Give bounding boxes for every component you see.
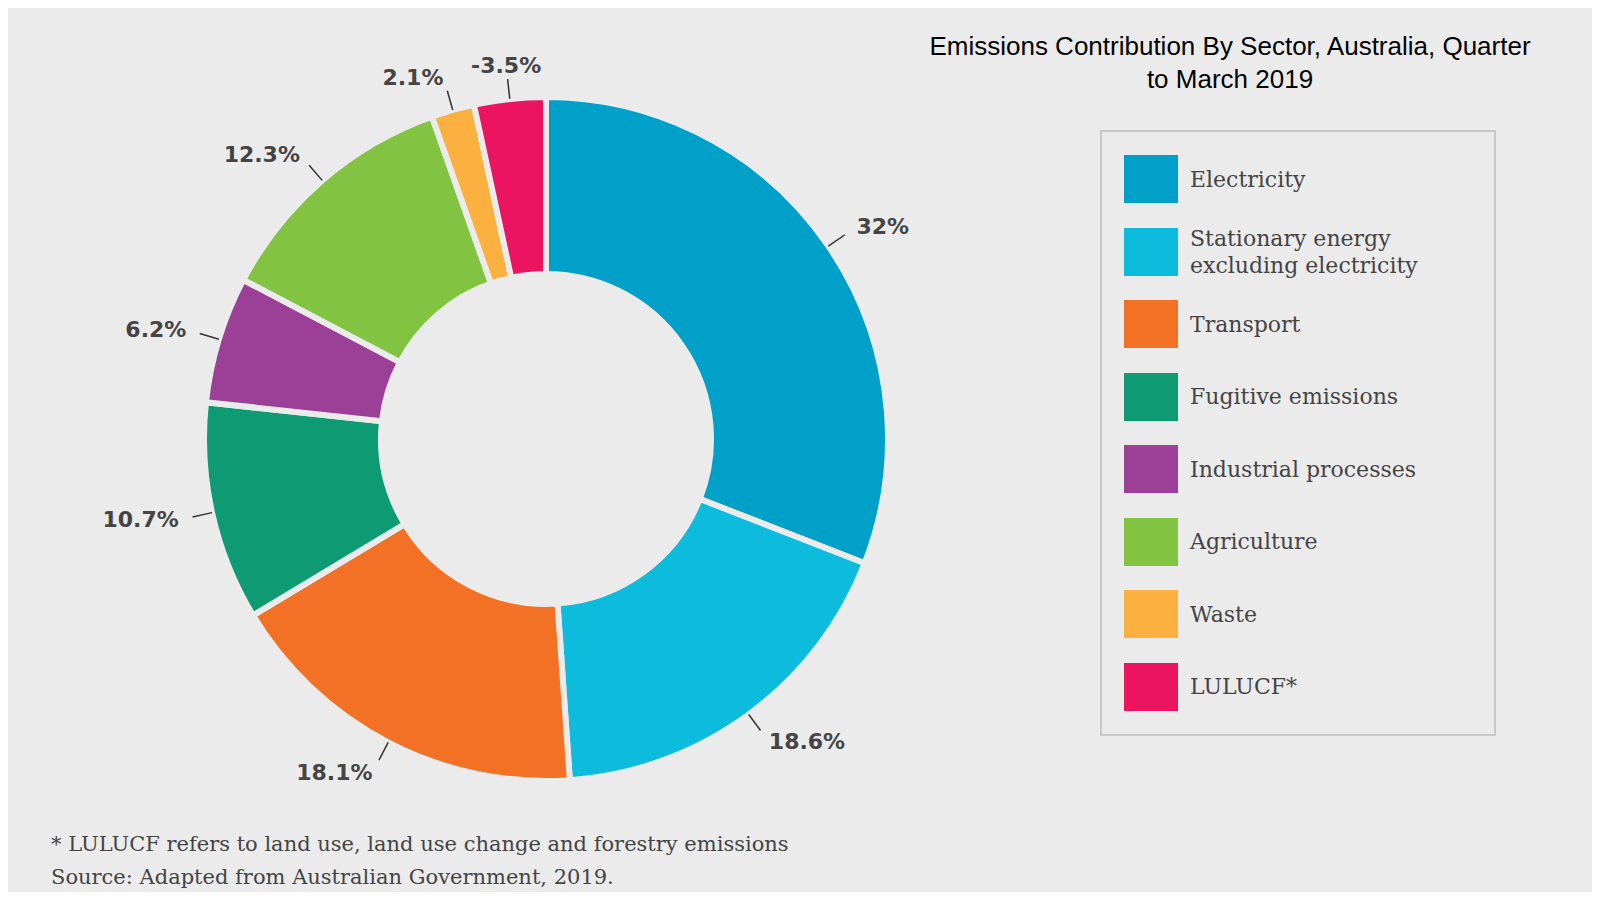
html-text:Fugitive emissions: Fugitive emissions xyxy=(1190,384,1399,409)
html-text:Stationary energy excluding el: Stationary energy excluding electricity xyxy=(1190,225,1418,278)
html-text:Emissions Contribution By Sect: Emissions Contribution By Sector, Austra… xyxy=(929,31,1531,94)
svg-text:-3.5%: -3.5% xyxy=(471,53,541,78)
svg-text:18.1%: 18.1% xyxy=(296,760,372,785)
html-text:* LULUCF refers to land use, l: * LULUCF refers to land use, land use ch… xyxy=(51,832,789,856)
svg-text:12.3%: 12.3% xyxy=(224,142,300,167)
html-text:Electricity: Electricity xyxy=(1190,166,1306,192)
svg-text:10.7%: 10.7% xyxy=(102,507,178,532)
html-text:Transport: Transport xyxy=(1190,311,1301,337)
html-text:Waste: Waste xyxy=(1190,601,1257,627)
svg-text:6.2%: 6.2% xyxy=(125,317,186,342)
html-text:LULUCF*: LULUCF* xyxy=(1190,674,1297,699)
html-text:Agriculture: Agriculture xyxy=(1190,529,1318,554)
svg-text:18.6%: 18.6% xyxy=(769,729,845,754)
svg-text:32%: 32% xyxy=(856,214,909,239)
svg-text:2.1%: 2.1% xyxy=(382,65,443,90)
html-text:Source: Adapted from Australia: Source: Adapted from Australian Governme… xyxy=(51,865,614,889)
html-text:Industrial processes: Industrial processes xyxy=(1190,456,1416,482)
